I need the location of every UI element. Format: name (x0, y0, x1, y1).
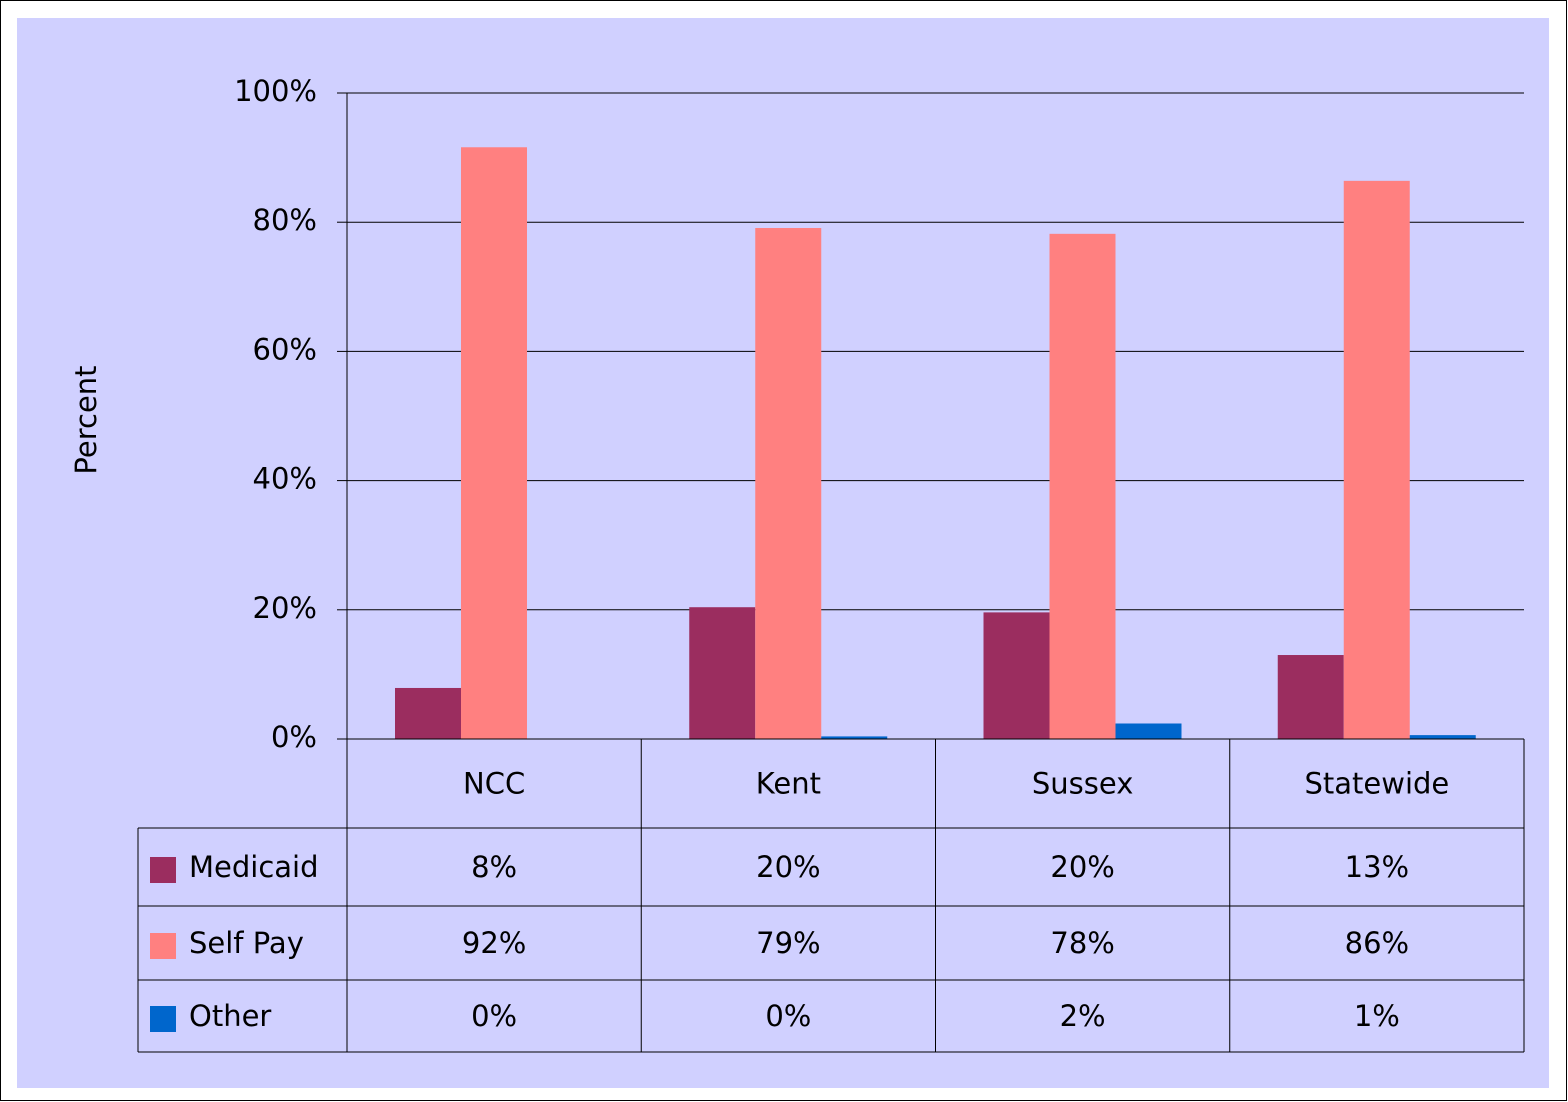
y-tick-label: 100% (234, 74, 317, 108)
bar (395, 687, 461, 739)
bar (1409, 735, 1476, 739)
value-label: 86% (1345, 926, 1409, 960)
value-label: 0% (765, 999, 811, 1033)
value-label: 79% (756, 926, 820, 960)
value-label: 1% (1354, 999, 1400, 1033)
bar (1343, 180, 1410, 739)
bar (1277, 655, 1344, 739)
x-tick-label: Statewide (1304, 767, 1449, 801)
bar (1049, 233, 1116, 739)
y-tick-label: 20% (253, 591, 317, 625)
value-label: 0% (471, 999, 517, 1033)
value-label: 13% (1345, 850, 1409, 884)
bar (461, 147, 527, 739)
value-label: 78% (1050, 926, 1114, 960)
bar (755, 228, 822, 739)
value-label: 20% (756, 850, 820, 884)
value-label: 2% (1060, 999, 1106, 1033)
y-tick-label: 0% (271, 720, 317, 754)
x-tick-label: Sussex (1032, 767, 1134, 801)
legend-swatch (150, 933, 176, 959)
bar (689, 607, 756, 739)
legend-swatch (150, 1006, 176, 1032)
x-tick-label: Kent (756, 767, 821, 801)
x-tick-label: NCC (463, 767, 525, 801)
value-label: 92% (462, 926, 526, 960)
bar (1115, 723, 1182, 739)
legend-swatch (150, 857, 176, 883)
y-axis-label: Percent (69, 365, 103, 474)
y-tick-label: 60% (253, 332, 317, 366)
bar (821, 736, 888, 739)
legend-label: Self Pay (189, 926, 304, 960)
y-tick-label: 80% (253, 203, 317, 237)
value-label: 8% (471, 850, 517, 884)
legend-label: Medicaid (189, 850, 319, 884)
value-label: 20% (1050, 850, 1114, 884)
y-tick-label: 40% (253, 462, 317, 496)
bar (983, 612, 1050, 739)
legend-label: Other (189, 999, 271, 1033)
